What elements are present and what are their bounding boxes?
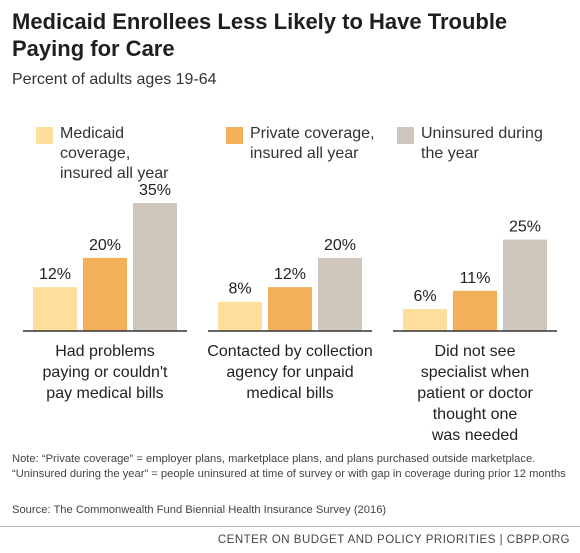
- legend-swatch-medicaid: [36, 127, 53, 144]
- legend-swatch-uninsured: [397, 127, 414, 144]
- category-label-line: thought one: [433, 406, 518, 423]
- category-label-line: specialist when: [421, 364, 530, 381]
- footer-divider: [0, 526, 580, 527]
- data-label-private-collection-agency: 12%: [274, 266, 306, 283]
- bar-private-no-specialist: [453, 290, 497, 331]
- data-label-uninsured-no-specialist: 25%: [509, 219, 541, 236]
- legend-label-uninsured: Uninsured during the year: [421, 125, 543, 162]
- bar-medicaid-collection-agency: [218, 301, 262, 331]
- data-label-medicaid-no-specialist: 6%: [413, 288, 436, 305]
- data-label-medicaid-collection-agency: 8%: [228, 281, 251, 298]
- bar-private-problems-paying: [83, 257, 127, 331]
- category-label-collection-agency: Contacted by collection agency for unpaid…: [207, 343, 372, 402]
- category-label-line: was needed: [431, 427, 518, 444]
- category-label-line: Did not see: [435, 343, 516, 360]
- data-label-private-no-specialist: 11%: [460, 270, 491, 287]
- category-label-problems-paying: Had problems paying or couldn't pay medica…: [43, 343, 168, 402]
- bar-uninsured-problems-paying: [133, 203, 177, 331]
- chart-subtitle: Percent of adults ages 19-64: [12, 71, 217, 88]
- bar-private-collection-agency: [268, 287, 312, 331]
- data-label-uninsured-problems-paying: 35%: [139, 182, 171, 199]
- bar-uninsured-no-specialist: [503, 239, 547, 331]
- data-label-medicaid-problems-paying: 12%: [39, 266, 71, 283]
- chart-note: Note: “Private coverage” = employer plan…: [12, 453, 566, 480]
- category-label-line: medical bills: [246, 385, 333, 402]
- legend-label-medicaid: Medicaid coverage, insured all year: [60, 125, 169, 182]
- category-label-line: Had problems: [55, 343, 155, 360]
- legend-item-medicaid: Medicaid coverage, insured all year: [36, 124, 195, 184]
- bar-chart: 12% 20% 35% Had problems paying or couldn't p…: [23, 182, 557, 444]
- chart-title: Medicaid Enrollees Less Likely to Have T…: [12, 9, 508, 61]
- category-label-line: pay medical bills: [46, 385, 163, 402]
- legend-item-private: Private coverage, insured all year: [226, 124, 385, 164]
- data-label-private-problems-paying: 20%: [89, 237, 121, 254]
- footer-credit: CENTER ON BUDGET AND POLICY PRIORITIES |…: [217, 534, 570, 546]
- legend-label-private: Private coverage, insured all year: [250, 125, 375, 162]
- data-label-uninsured-collection-agency: 20%: [324, 237, 356, 254]
- category-label-line: agency for unpaid: [226, 364, 353, 381]
- category-label-line: patient or doctor: [417, 385, 533, 402]
- category-label-line: Contacted by collection: [207, 343, 372, 360]
- chart-source: Source: The Commonwealth Fund Biennial H…: [12, 504, 387, 516]
- legend-item-uninsured: Uninsured during the year: [397, 124, 556, 164]
- bar-medicaid-problems-paying: [33, 287, 77, 331]
- legend-swatch-private: [226, 127, 243, 144]
- category-label-line: paying or couldn't: [43, 364, 168, 381]
- category-label-no-specialist: Did not see specialist when patient or doc…: [417, 343, 533, 444]
- bar-medicaid-no-specialist: [403, 309, 447, 331]
- bar-uninsured-collection-agency: [318, 257, 362, 331]
